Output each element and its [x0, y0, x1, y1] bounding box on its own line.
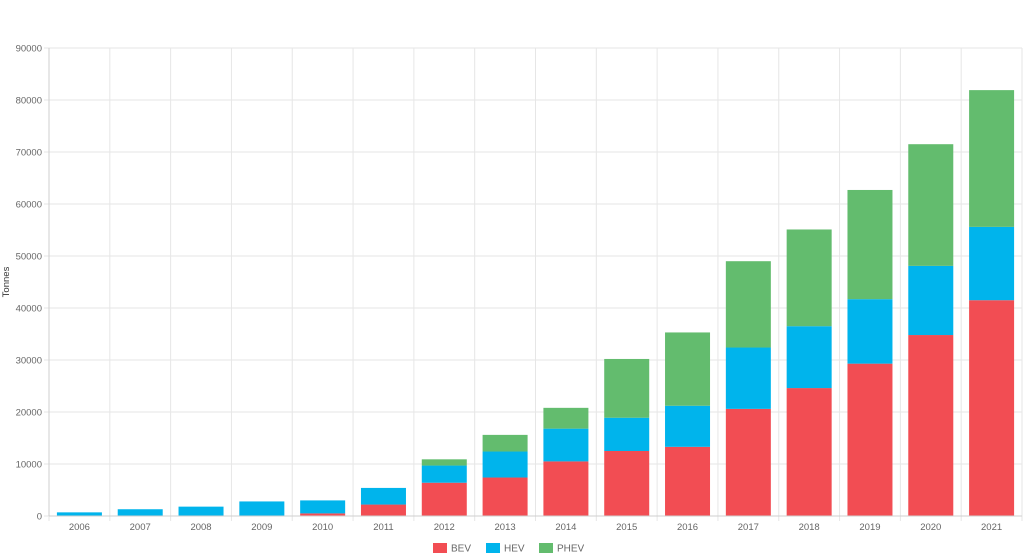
bar-hev-2010[interactable]: [300, 500, 346, 514]
bar-bev-2012[interactable]: [421, 482, 467, 516]
legend-swatch: [486, 543, 500, 553]
y-axis-title: Tonnes: [1, 266, 12, 297]
legend-label: PHEV: [557, 544, 585, 555]
legend-label: HEV: [504, 544, 525, 555]
x-tick-label: 2017: [738, 522, 759, 533]
y-tick-label: 90000: [16, 44, 42, 55]
bar-hev-2014[interactable]: [543, 428, 589, 462]
y-tick-label: 60000: [16, 200, 42, 211]
bar-hev-2020[interactable]: [908, 265, 954, 336]
grid: [44, 47, 1023, 521]
bar-hev-2018[interactable]: [786, 326, 832, 389]
bar-hev-2011[interactable]: [360, 487, 406, 505]
legend-label: BEV: [451, 544, 471, 555]
bar-phev-2014[interactable]: [543, 407, 589, 429]
x-tick-label: 2008: [190, 522, 211, 533]
bar-hev-2007[interactable]: [117, 509, 163, 516]
x-tick-label: 2009: [251, 522, 272, 533]
x-tick-label: 2006: [69, 522, 90, 533]
x-tick-label: 2014: [555, 522, 576, 533]
bar-bev-2014[interactable]: [543, 461, 589, 516]
x-tick-label: 2012: [434, 522, 455, 533]
x-tick-label: 2021: [981, 522, 1002, 533]
bar-bev-2016[interactable]: [665, 446, 711, 516]
bar-bev-2015[interactable]: [604, 451, 650, 516]
y-tick-label: 70000: [16, 148, 42, 159]
bar-phev-2013[interactable]: [482, 434, 528, 452]
bar-phev-2018[interactable]: [786, 229, 832, 327]
x-tick-label: 2013: [495, 522, 516, 533]
bar-phev-2020[interactable]: [908, 144, 954, 266]
y-tick-label: 10000: [16, 460, 42, 471]
legend-item-hev[interactable]: HEV: [486, 543, 525, 555]
legend-item-phev[interactable]: PHEV: [539, 543, 585, 555]
bar-bev-2021[interactable]: [969, 300, 1015, 516]
y-tick-label: 0: [37, 512, 42, 523]
bar-hev-2019[interactable]: [847, 299, 893, 364]
axes: 0 10000 20000 30000 40000 50000 60000 70000 8000…: [16, 44, 1022, 533]
x-tick-label: 2010: [312, 522, 333, 533]
bar-bev-2013[interactable]: [482, 477, 528, 516]
bar-phev-2021[interactable]: [969, 90, 1015, 227]
y-tick-label: 40000: [16, 304, 42, 315]
bar-phev-2019[interactable]: [847, 189, 893, 300]
x-tick-label: 2011: [373, 522, 393, 533]
bar-hev-2012[interactable]: [421, 465, 467, 483]
x-tick-label: 2015: [616, 522, 637, 533]
bar-hev-2006[interactable]: [56, 512, 102, 516]
bar-hev-2021[interactable]: [969, 226, 1015, 301]
y-tick-label: 50000: [16, 252, 42, 263]
legend-swatch: [539, 543, 553, 553]
y-tick-label: 20000: [16, 408, 42, 419]
bar-hev-2008[interactable]: [178, 506, 224, 516]
bar-hev-2009[interactable]: [239, 501, 285, 516]
bar-bev-2020[interactable]: [908, 335, 954, 516]
bar-hev-2017[interactable]: [725, 347, 771, 409]
bar-bev-2018[interactable]: [786, 388, 832, 516]
bar-hev-2013[interactable]: [482, 451, 528, 478]
x-tick-label: 2016: [677, 522, 698, 533]
y-tick-label: 30000: [16, 356, 42, 367]
bar-phev-2017[interactable]: [725, 261, 771, 348]
bar-hev-2015[interactable]: [604, 417, 650, 451]
y-tick-label: 80000: [16, 96, 42, 107]
bar-bev-2011[interactable]: [360, 504, 406, 516]
bar-bev-2019[interactable]: [847, 363, 893, 516]
x-tick-label: 2020: [920, 522, 941, 533]
bar-bev-2017[interactable]: [725, 408, 771, 516]
legend: BEV HEV PHEV: [433, 543, 585, 555]
x-tick-label: 2018: [799, 522, 820, 533]
bars: [56, 90, 1015, 516]
bar-phev-2015[interactable]: [604, 358, 650, 418]
bar-phev-2016[interactable]: [665, 332, 711, 406]
bar-hev-2016[interactable]: [665, 405, 711, 447]
bar-phev-2012[interactable]: [421, 459, 467, 466]
legend-item-bev[interactable]: BEV: [433, 543, 471, 555]
bar-bev-2010[interactable]: [300, 513, 346, 516]
legend-swatch: [433, 543, 447, 553]
x-tick-label: 2007: [130, 522, 151, 533]
x-tick-label: 2019: [859, 522, 880, 533]
